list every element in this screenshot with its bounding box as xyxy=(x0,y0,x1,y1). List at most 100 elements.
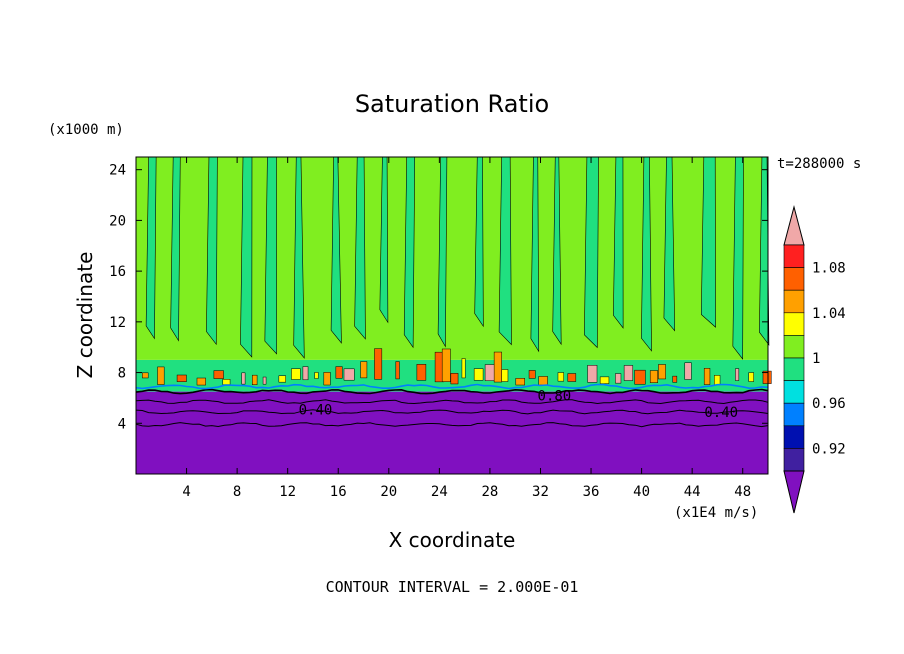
supersaturated-cell xyxy=(493,351,502,383)
supersaturated-cell xyxy=(634,369,646,385)
moist-stripe xyxy=(700,156,716,328)
y-tick-label: 24 xyxy=(109,163,126,179)
contour-line xyxy=(135,388,769,395)
y-tick-label: 20 xyxy=(109,213,126,229)
contour-label: 0.80 xyxy=(538,388,572,404)
x-tick-label: 4 xyxy=(182,484,190,500)
supersaturated-cell xyxy=(684,362,692,380)
supersaturated-cell xyxy=(343,368,355,381)
colorbar-swatch xyxy=(783,380,805,404)
plot-area: 0.40 0.40 0.80 xyxy=(135,156,772,475)
x-axis-unit: (x1E4 m/s) xyxy=(674,505,758,521)
supersaturated-cell xyxy=(176,374,187,382)
supersaturated-cell xyxy=(252,374,258,386)
contour-line xyxy=(135,422,769,428)
supersaturated-cell xyxy=(262,376,267,385)
y-tick-label: 12 xyxy=(109,315,126,331)
supersaturated-cell xyxy=(623,365,634,381)
colorbar-label: 1.08 xyxy=(812,261,846,277)
x-tick-label: 40 xyxy=(633,484,650,500)
contour-line xyxy=(135,383,769,390)
chart-title: Saturation Ratio xyxy=(355,90,549,118)
supersaturated-cell xyxy=(615,373,622,384)
x-tick-label: 28 xyxy=(481,484,498,500)
contour-label: 0.40 xyxy=(704,405,738,421)
x-tick-label: 32 xyxy=(532,484,549,500)
supersaturated-cell xyxy=(735,368,740,381)
colorbar-swatch xyxy=(783,312,805,336)
colorbar-label: 1 xyxy=(812,351,820,367)
y-axis-unit: (x1000 m) xyxy=(48,122,124,138)
time-label: t=288000 s xyxy=(777,156,861,172)
supersaturated-cell xyxy=(142,372,149,379)
supersaturated-cell xyxy=(360,361,368,379)
plot-frame xyxy=(135,156,769,475)
supersaturated-cell xyxy=(302,366,309,381)
supersaturated-cell xyxy=(658,364,666,380)
colorbar-label: 1.04 xyxy=(812,306,846,322)
supersaturated-cell xyxy=(714,375,721,386)
y-axis-label: Z coordinate xyxy=(73,252,97,379)
x-tick-label: 20 xyxy=(380,484,397,500)
x-tick-label: 12 xyxy=(279,484,296,500)
moist-stripe xyxy=(584,156,599,349)
supersaturated-cell xyxy=(515,378,525,386)
supersaturated-cell xyxy=(374,348,383,380)
supersaturated-cell xyxy=(748,372,754,382)
supersaturated-cell xyxy=(395,361,400,380)
supersaturated-cell xyxy=(599,376,610,384)
colorbar-swatch xyxy=(783,267,805,291)
supersaturated-cell xyxy=(323,372,331,386)
supersaturated-cell xyxy=(567,373,577,382)
supersaturated-cell xyxy=(222,379,231,385)
y-tick-label: 4 xyxy=(118,416,126,432)
supersaturated-cell xyxy=(538,376,548,386)
supersaturated-cell xyxy=(703,367,711,385)
supersaturated-cell xyxy=(335,366,343,379)
supersaturated-cell xyxy=(450,373,459,385)
colorbar-swatch xyxy=(783,402,805,427)
colorbar-swatch xyxy=(783,244,805,268)
x-tick-label: 48 xyxy=(734,484,751,500)
y-axis-ticks: 4 8 12 16 20 24 xyxy=(109,163,768,432)
contour-labels: 0.40 0.40 0.80 xyxy=(299,388,738,420)
supersaturated-cell xyxy=(314,372,319,379)
moist-stripe xyxy=(498,156,512,346)
supersaturated-cell xyxy=(557,372,564,382)
y-tick-label: 16 xyxy=(109,264,126,280)
supersaturated-cell xyxy=(196,377,206,386)
layer-dry-lower-layer xyxy=(136,391,768,474)
contour-stripes xyxy=(142,156,772,386)
supersaturated-cell xyxy=(484,364,495,381)
supersaturated-cell xyxy=(278,375,286,383)
y-tick-label: 8 xyxy=(118,366,126,382)
supersaturated-cell xyxy=(473,368,484,381)
x-axis-ticks: 4 8 12 16 20 24 28 32 36 40 44 48 xyxy=(182,157,751,500)
colorbar-bottom-arrow xyxy=(783,470,805,514)
supersaturated-cell xyxy=(213,370,224,379)
colorbar-top-arrow xyxy=(783,205,805,246)
x-tick-label: 44 xyxy=(684,484,701,500)
colorbar-label: 0.92 xyxy=(812,441,846,457)
colorbar-swatch xyxy=(783,357,805,381)
x-axis-label: X coordinate xyxy=(389,528,516,552)
colorbar-swatch xyxy=(783,425,805,449)
contour-line xyxy=(135,409,769,415)
supersaturated-cell xyxy=(291,368,301,380)
x-tick-label: 36 xyxy=(583,484,600,500)
x-tick-label: 24 xyxy=(431,484,448,500)
supersaturated-cell xyxy=(649,370,658,383)
supersaturated-cell xyxy=(241,372,246,385)
x-tick-label: 16 xyxy=(330,484,347,500)
contour-interval-note: CONTOUR INTERVAL = 2.000E-01 xyxy=(326,578,579,596)
supersaturated-cell xyxy=(461,358,466,379)
supersaturated-cell xyxy=(587,365,598,383)
supersaturated-cell xyxy=(416,364,427,381)
colorbar-label: 0.96 xyxy=(812,396,846,412)
contour-label: 0.40 xyxy=(299,402,333,418)
supersaturated-cell xyxy=(762,370,772,384)
supersaturated-cell xyxy=(441,348,451,382)
colorbar-swatch xyxy=(783,335,805,359)
supersaturated-cell xyxy=(157,366,165,385)
